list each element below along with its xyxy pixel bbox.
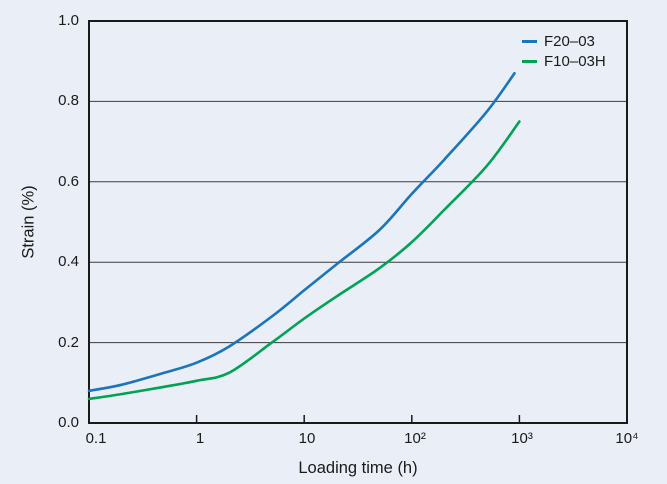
x-tick-label: 10⁴ (615, 430, 639, 447)
y-axis-title: Strain (%) (19, 185, 38, 259)
y-tick-label: 0.6 (58, 173, 79, 190)
x-tick-label: 10 (298, 430, 316, 447)
legend-swatch-blue-line (522, 39, 537, 43)
plot-border (88, 20, 628, 424)
legend: F20–03 F10–03H (522, 31, 606, 71)
x-tick-label: 10² (404, 430, 426, 447)
series-curve-f20-03 (87, 72, 516, 393)
y-tick-label: 0.0 (58, 414, 79, 431)
series-curve-f10-03h (87, 120, 521, 401)
y-tick-label: 0.8 (58, 92, 79, 109)
x-tick-label: 1 (195, 430, 205, 447)
x-tick-label: 10³ (511, 430, 533, 447)
x-tick-label: 0.1 (85, 430, 107, 447)
x-axis-title: Loading time (h) (298, 459, 418, 477)
legend-label: F10–03H (544, 52, 606, 70)
y-tick-label: 0.2 (58, 334, 79, 351)
y-tick-label: 1.0 (58, 12, 79, 29)
legend-label: F20–03 (544, 32, 595, 50)
legend-item-f10-03h: F10–03H (522, 51, 606, 71)
y-tick-label: 0.4 (58, 253, 79, 270)
legend-item-f20-03: F20–03 (522, 31, 606, 51)
legend-swatch-green-line (522, 59, 537, 63)
